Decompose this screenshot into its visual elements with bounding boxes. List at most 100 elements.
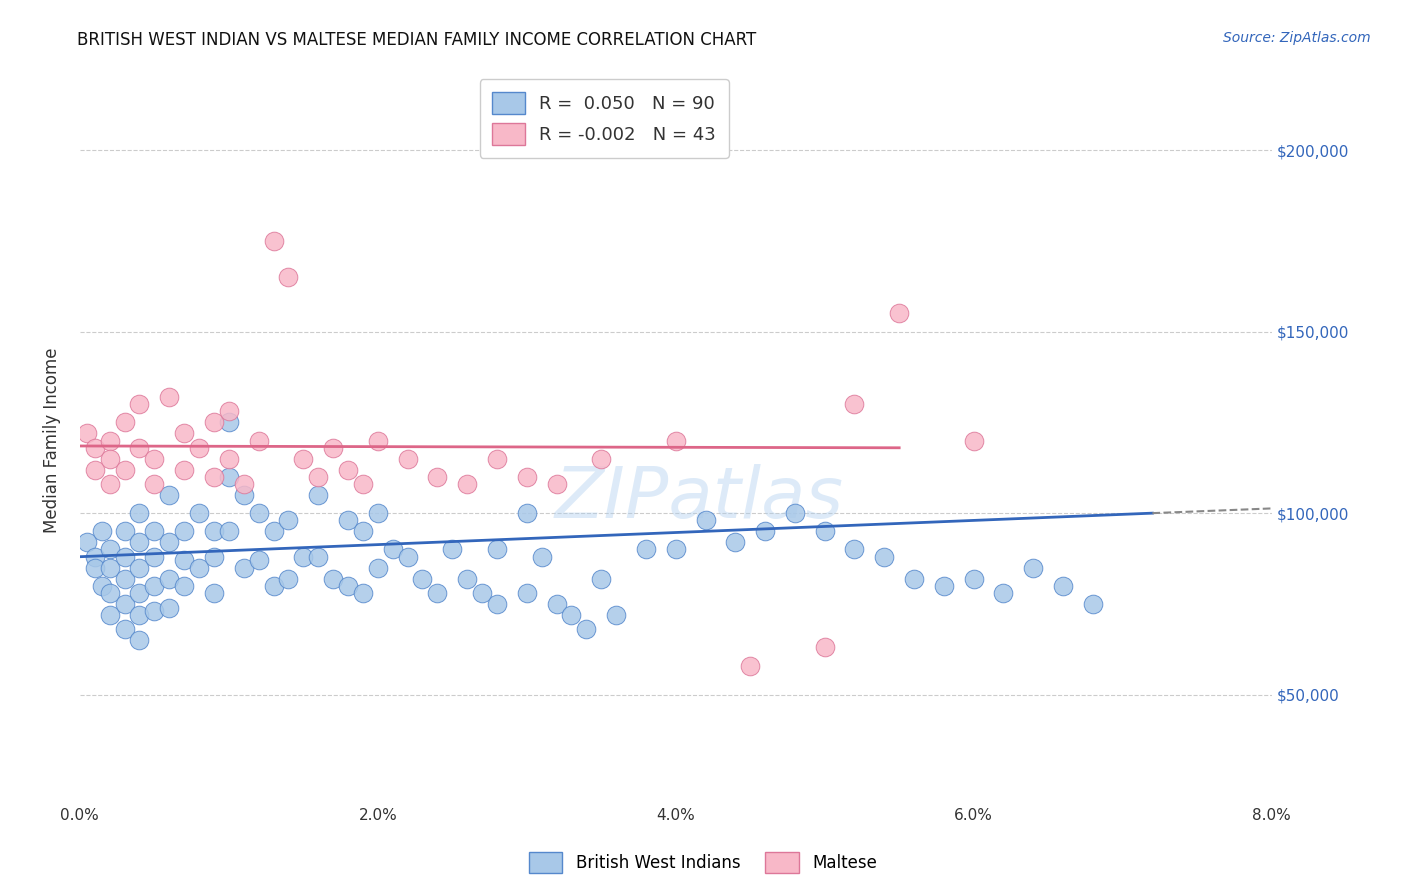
Point bbox=[143, 549, 166, 564]
Point bbox=[247, 553, 270, 567]
Point bbox=[232, 488, 254, 502]
Point bbox=[322, 572, 344, 586]
Text: BRITISH WEST INDIAN VS MALTESE MEDIAN FAMILY INCOME CORRELATION CHART: BRITISH WEST INDIAN VS MALTESE MEDIAN FA… bbox=[77, 31, 756, 49]
Point bbox=[485, 451, 508, 466]
Point bbox=[128, 506, 150, 520]
Point bbox=[471, 586, 494, 600]
Point bbox=[456, 572, 478, 586]
Point bbox=[218, 524, 240, 539]
Point bbox=[247, 434, 270, 448]
Legend: R =  0.050   N = 90, R = -0.002   N = 43: R = 0.050 N = 90, R = -0.002 N = 43 bbox=[479, 79, 728, 158]
Point bbox=[352, 586, 374, 600]
Point bbox=[277, 270, 299, 285]
Point bbox=[411, 572, 433, 586]
Point bbox=[783, 506, 806, 520]
Point bbox=[591, 572, 613, 586]
Point bbox=[396, 549, 419, 564]
Point bbox=[367, 434, 389, 448]
Point bbox=[367, 506, 389, 520]
Point bbox=[307, 470, 329, 484]
Point bbox=[98, 477, 121, 491]
Point bbox=[277, 572, 299, 586]
Point bbox=[993, 586, 1015, 600]
Point bbox=[903, 572, 925, 586]
Point bbox=[143, 524, 166, 539]
Point bbox=[605, 607, 627, 622]
Point bbox=[292, 451, 315, 466]
Point bbox=[202, 524, 225, 539]
Point bbox=[263, 234, 285, 248]
Point bbox=[128, 633, 150, 648]
Point bbox=[157, 488, 180, 502]
Point bbox=[814, 524, 837, 539]
Point bbox=[546, 597, 568, 611]
Point bbox=[157, 600, 180, 615]
Point bbox=[114, 597, 136, 611]
Point bbox=[232, 477, 254, 491]
Point bbox=[530, 549, 553, 564]
Point bbox=[114, 549, 136, 564]
Point bbox=[485, 542, 508, 557]
Point bbox=[695, 513, 717, 527]
Point bbox=[546, 477, 568, 491]
Point bbox=[98, 542, 121, 557]
Point bbox=[367, 560, 389, 574]
Point bbox=[292, 549, 315, 564]
Point bbox=[441, 542, 464, 557]
Point bbox=[76, 535, 98, 549]
Point bbox=[844, 397, 866, 411]
Point bbox=[98, 586, 121, 600]
Point bbox=[1022, 560, 1045, 574]
Point bbox=[188, 441, 211, 455]
Point bbox=[396, 451, 419, 466]
Point bbox=[218, 416, 240, 430]
Point bbox=[218, 404, 240, 418]
Point bbox=[426, 586, 449, 600]
Point bbox=[352, 477, 374, 491]
Point bbox=[173, 462, 195, 476]
Point bbox=[963, 434, 986, 448]
Point bbox=[307, 549, 329, 564]
Point bbox=[1052, 579, 1074, 593]
Point bbox=[157, 572, 180, 586]
Point bbox=[83, 549, 105, 564]
Point bbox=[516, 470, 538, 484]
Point bbox=[337, 579, 360, 593]
Point bbox=[128, 535, 150, 549]
Point bbox=[91, 524, 114, 539]
Point bbox=[516, 506, 538, 520]
Point bbox=[173, 553, 195, 567]
Point bbox=[963, 572, 986, 586]
Point bbox=[128, 441, 150, 455]
Point bbox=[381, 542, 404, 557]
Point bbox=[143, 604, 166, 618]
Point bbox=[277, 513, 299, 527]
Point bbox=[114, 462, 136, 476]
Point bbox=[202, 470, 225, 484]
Point bbox=[665, 434, 688, 448]
Point bbox=[91, 579, 114, 593]
Point bbox=[157, 535, 180, 549]
Point bbox=[352, 524, 374, 539]
Legend: British West Indians, Maltese: British West Indians, Maltese bbox=[523, 846, 883, 880]
Point bbox=[98, 451, 121, 466]
Point bbox=[128, 586, 150, 600]
Point bbox=[218, 470, 240, 484]
Point bbox=[932, 579, 955, 593]
Point bbox=[83, 441, 105, 455]
Text: Source: ZipAtlas.com: Source: ZipAtlas.com bbox=[1223, 31, 1371, 45]
Point bbox=[202, 549, 225, 564]
Point bbox=[143, 477, 166, 491]
Text: ZIPatlas: ZIPatlas bbox=[555, 464, 844, 533]
Point bbox=[143, 579, 166, 593]
Point bbox=[173, 524, 195, 539]
Point bbox=[114, 416, 136, 430]
Point bbox=[591, 451, 613, 466]
Point bbox=[337, 462, 360, 476]
Point bbox=[634, 542, 657, 557]
Point bbox=[98, 560, 121, 574]
Point bbox=[173, 426, 195, 441]
Point bbox=[83, 560, 105, 574]
Point bbox=[114, 623, 136, 637]
Point bbox=[1081, 597, 1104, 611]
